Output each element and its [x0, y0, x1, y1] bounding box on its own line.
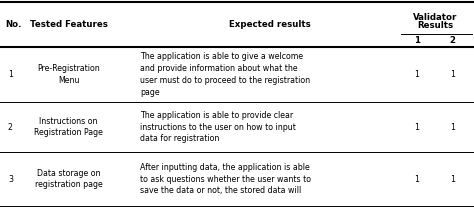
Text: Pre-Registration
Menu: Pre-Registration Menu — [37, 64, 100, 85]
Text: 1: 1 — [415, 70, 419, 79]
Text: After inputting data, the application is able
to ask questions whether the user : After inputting data, the application is… — [140, 163, 311, 195]
Text: No.: No. — [6, 20, 22, 29]
Text: Instructions on
Registration Page: Instructions on Registration Page — [34, 117, 103, 137]
Text: Tested Features: Tested Features — [30, 20, 108, 29]
Text: 2: 2 — [450, 36, 456, 45]
Text: 1: 1 — [8, 70, 13, 79]
Text: Results: Results — [417, 20, 453, 29]
Text: 1: 1 — [450, 122, 455, 131]
Text: The application is able to give a welcome
and provide information about what the: The application is able to give a welcom… — [140, 52, 310, 97]
Text: Data storage on
registration page: Data storage on registration page — [35, 169, 102, 189]
Text: 1: 1 — [414, 36, 420, 45]
Text: The application is able to provide clear
instructions to the user on how to inpu: The application is able to provide clear… — [140, 111, 296, 143]
Text: Expected results: Expected results — [229, 20, 311, 29]
Text: 1: 1 — [415, 122, 419, 131]
Text: 3: 3 — [8, 175, 13, 184]
Text: 1: 1 — [450, 175, 455, 184]
Text: 2: 2 — [8, 122, 13, 131]
Text: 1: 1 — [415, 175, 419, 184]
Text: Validator: Validator — [413, 13, 457, 22]
Text: 1: 1 — [450, 70, 455, 79]
